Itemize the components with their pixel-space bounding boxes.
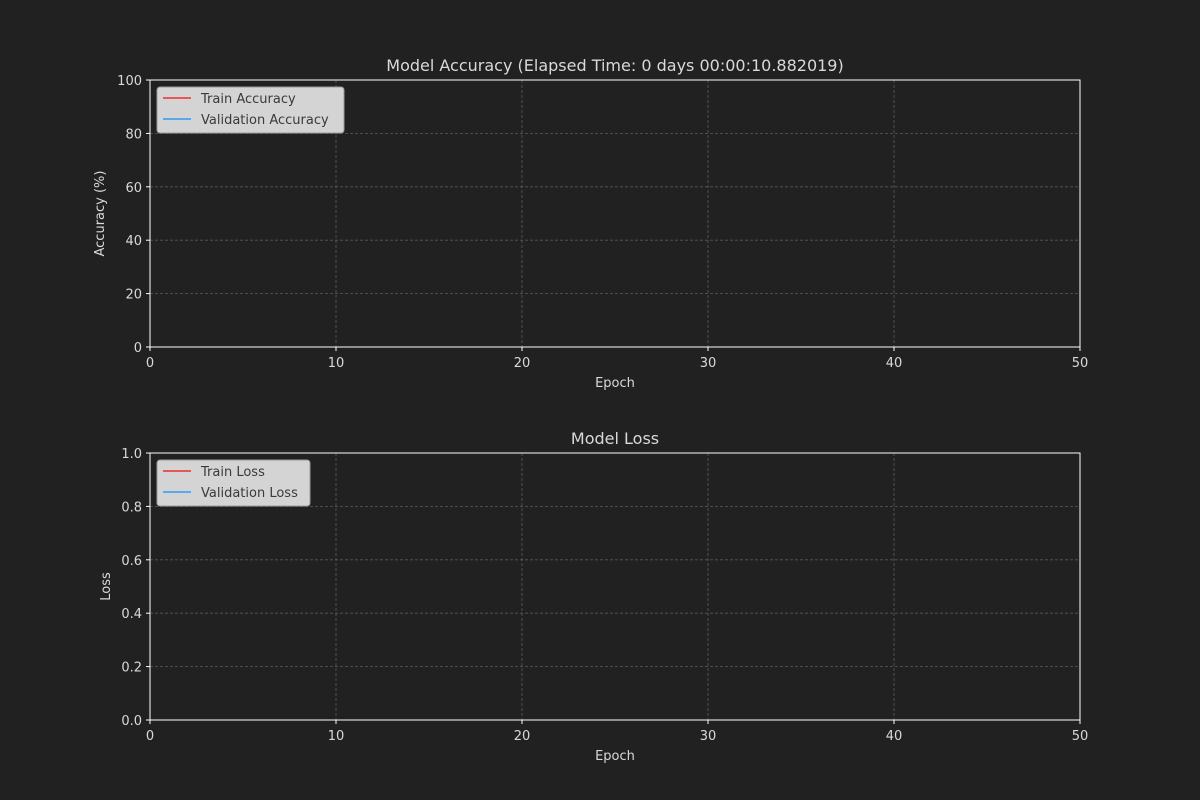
y-axis-label: Loss [99,572,114,601]
x-tick-label: 20 [514,356,531,371]
legend-label-0: Train Loss [200,465,265,480]
y-tick-label: 0 [134,341,142,356]
legend-box [156,459,311,507]
x-tick-label: 50 [1072,729,1089,744]
y-tick-label: 1.0 [121,447,142,462]
x-tick-label: 50 [1072,356,1089,371]
axes-frame [149,452,1081,721]
y-tick-label: 60 [125,181,142,196]
chart-title: Model Accuracy (Elapsed Time: 0 days 00:… [386,56,843,75]
y-tick-label: 0.2 [121,661,142,676]
axes-frame [149,79,1081,348]
x-axis-label: Epoch [595,376,635,391]
y-tick-label: 40 [125,234,142,249]
y-tick-label: 100 [117,74,142,89]
y-tick-label: 0.8 [121,500,142,515]
x-tick-label: 10 [328,356,345,371]
accuracy-chart: 0 10 20 30 40 50 0 20 40 60 80 100 Model Accuracy (E… [93,56,1088,391]
x-axis-label: Epoch [595,749,635,764]
x-tick-label: 20 [514,729,531,744]
legend-label-1: Validation Accuracy [201,113,329,128]
x-tick-label: 30 [700,729,717,744]
x-tick-label: 30 [700,356,717,371]
legend-label-1: Validation Loss [201,486,298,501]
legend-box [156,86,345,134]
chart-title: Model Loss [571,429,659,448]
loss-chart: 0 10 20 30 40 50 0.0 0.2 0.4 0.6 0.8 1.0 Model Loss E… [99,429,1088,764]
y-tick-label: 80 [125,127,142,142]
y-tick-label: 0.0 [121,714,142,729]
x-tick-label: 0 [146,356,154,371]
y-tick-label: 20 [125,288,142,303]
legend: Train Accuracy Validation Accuracy [156,86,345,134]
y-tick-label: 0.4 [121,607,142,622]
x-tick-label: 10 [328,729,345,744]
x-tick-label: 40 [886,729,903,744]
x-tick-label: 40 [886,356,903,371]
y-tick-label: 0.6 [121,554,142,569]
y-axis-label: Accuracy (%) [93,171,108,257]
x-tick-label: 0 [146,729,154,744]
legend: Train Loss Validation Loss [156,459,311,507]
legend-label-0: Train Accuracy [200,92,296,107]
